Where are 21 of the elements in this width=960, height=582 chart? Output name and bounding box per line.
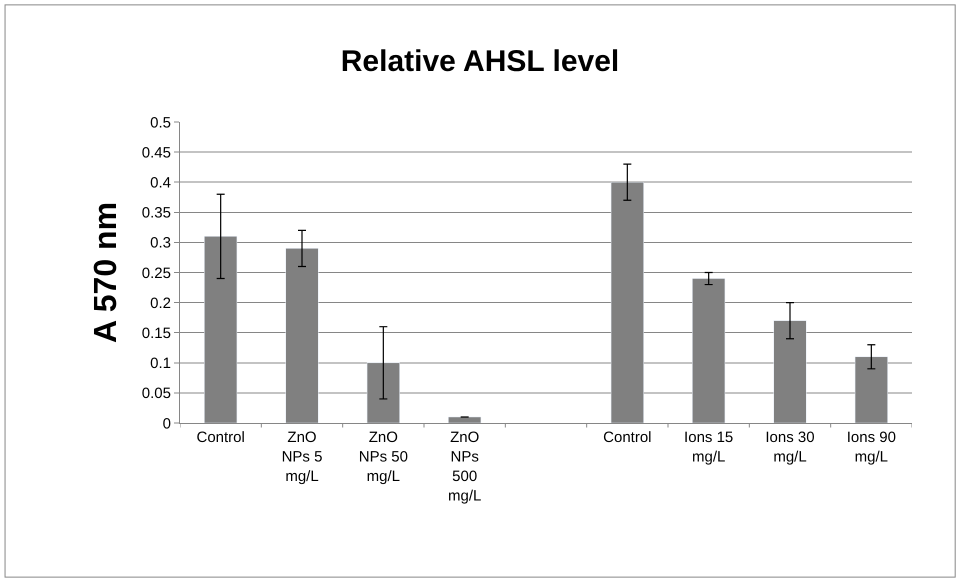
x-tick-label: ZnO NPs 5 mg/L <box>282 429 322 485</box>
x-tick-label: Control <box>196 429 245 446</box>
y-tick-label: 0 <box>162 415 171 432</box>
x-tick-label: Control <box>603 429 652 446</box>
y-tick-label: 0.4 <box>150 174 171 192</box>
chart-title: Relative AHSL level <box>340 45 620 78</box>
x-tick-label: Ions 30 mg/L <box>765 429 815 466</box>
y-tick-label: 0.15 <box>142 324 171 342</box>
y-axis-title: A 570 nm <box>87 202 124 344</box>
y-tick-label: 0.2 <box>150 294 171 312</box>
y-tick-label: 0.05 <box>142 385 171 402</box>
y-tick-label: 0.1 <box>150 355 171 372</box>
x-tick-label: Ions 90 mg/L <box>846 429 896 466</box>
y-tick-label: 0.3 <box>150 234 171 252</box>
x-tick-label: ZnO NPs 50 mg/L <box>358 429 408 485</box>
x-tick-label: ZnO NPs 500 mg/L <box>448 429 482 504</box>
y-tick-label: 0.35 <box>142 204 171 222</box>
y-tick-label: 0.25 <box>142 264 171 282</box>
x-tick-label: Ions 15 mg/L <box>684 429 734 466</box>
y-tick-label: 0.5 <box>150 114 171 132</box>
y-tick-label: 0.45 <box>142 144 171 162</box>
